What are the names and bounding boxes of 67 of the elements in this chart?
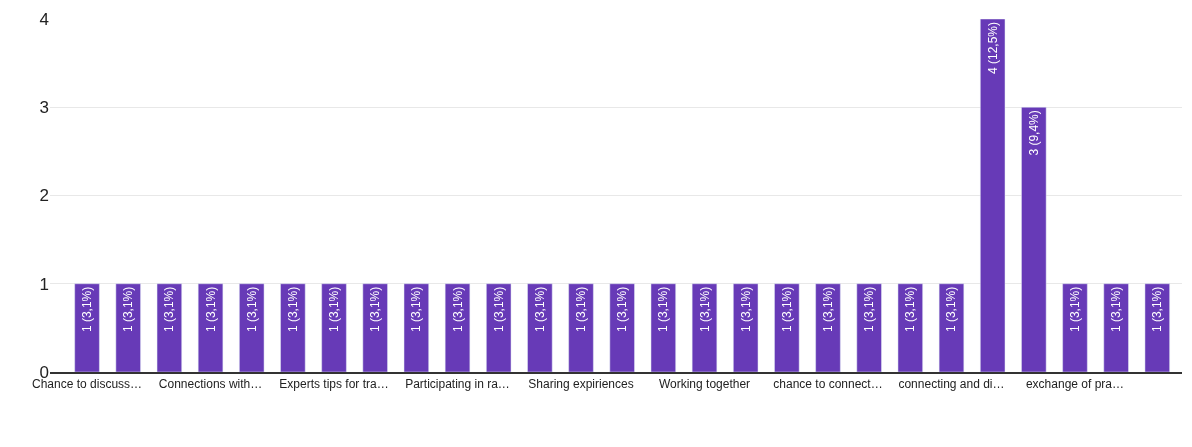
bar: [609, 283, 635, 372]
data-label: 1 (3,1%): [1150, 286, 1165, 333]
bar: [897, 283, 923, 372]
bar: [444, 283, 471, 372]
bar: [733, 283, 759, 372]
data-label: 1 (3,1%): [738, 286, 753, 333]
bar: [650, 283, 676, 372]
data-label: 1 (3,1%): [1067, 286, 1082, 333]
bar: [527, 283, 553, 372]
y-tick-label: 3: [39, 98, 49, 118]
data-label: 3 (9,4%): [1026, 110, 1041, 156]
data-label: 1 (3,1%): [368, 286, 383, 333]
bar: [239, 283, 265, 372]
data-label: 1 (3,1%): [80, 286, 95, 333]
bar: [1062, 283, 1088, 372]
data-label: 1 (3,1%): [779, 286, 794, 333]
bar: [197, 283, 224, 372]
bar: [815, 283, 841, 372]
bar: [980, 19, 1006, 372]
bar: [774, 283, 800, 372]
data-label: 1 (3,1%): [944, 286, 959, 333]
data-label: 1 (3,1%): [244, 286, 259, 333]
data-label: 1 (3,1%): [203, 286, 218, 333]
bar: [156, 283, 182, 372]
data-label: 1 (3,1%): [615, 286, 630, 333]
x-tick-label: chance to connect…: [773, 377, 883, 392]
data-label: 1 (3,1%): [574, 286, 589, 333]
bar: [1144, 283, 1170, 372]
data-label: 1 (3,1%): [162, 286, 177, 333]
data-label: 1 (3,1%): [862, 286, 877, 333]
bar: [856, 283, 882, 372]
data-label: 1 (3,1%): [327, 286, 342, 333]
bar: [486, 283, 512, 372]
data-label: 1 (3,1%): [491, 286, 506, 333]
x-tick-label: Experts tips for tra…: [279, 377, 389, 392]
data-label: 1 (3,1%): [903, 286, 918, 333]
y-tick-label: 4: [39, 9, 49, 29]
data-label: 4 (12,5%): [985, 22, 1000, 75]
data-label: 1 (3,1%): [285, 286, 300, 333]
x-tick-label: Participating in ra…: [405, 377, 510, 392]
data-label: 1 (3,1%): [532, 286, 547, 333]
bar: [362, 283, 388, 372]
bar: [280, 283, 306, 372]
bar: [568, 283, 594, 372]
x-tick-label: connecting and di…: [898, 377, 1005, 392]
x-tick-label: exchange of pra…: [1025, 377, 1124, 392]
bar: [691, 283, 718, 372]
x-tick-label: Sharing expiriences: [528, 377, 634, 392]
y-tick-label: 2: [39, 186, 49, 206]
data-label: 1 (3,1%): [697, 286, 712, 333]
y-tick-label: 1: [39, 274, 49, 294]
x-tick-label: Chance to discuss…: [32, 377, 143, 392]
bar: [403, 283, 429, 372]
x-tick-label: Connections with…: [158, 377, 263, 392]
x-tick-label: Working together: [658, 377, 751, 392]
data-label: 1 (3,1%): [1109, 286, 1124, 333]
bar: [321, 283, 347, 372]
bar: [74, 283, 100, 372]
data-label: 1 (3,1%): [450, 286, 465, 333]
data-label: 1 (3,1%): [820, 286, 835, 333]
bar: [1021, 107, 1047, 372]
data-label: 1 (3,1%): [656, 286, 671, 333]
bar: [938, 283, 965, 372]
bar: [1103, 283, 1129, 372]
data-label: 1 (3,1%): [121, 286, 136, 333]
data-label: 1 (3,1%): [409, 286, 424, 333]
bar: [115, 283, 141, 372]
